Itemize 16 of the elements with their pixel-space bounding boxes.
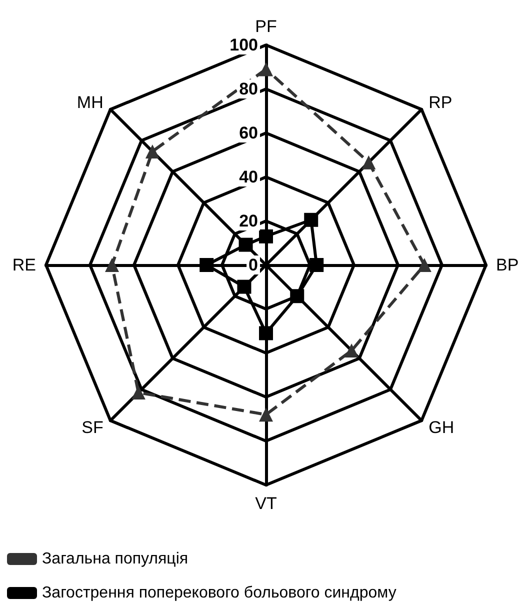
spoke-label: RE xyxy=(12,256,36,274)
spoke-label: MH xyxy=(76,92,104,112)
y-tick-label: 80 xyxy=(239,80,258,98)
y-tick-label: 100 xyxy=(230,36,258,54)
spoke-label: RP xyxy=(428,92,452,112)
spoke-label: SF xyxy=(82,418,104,438)
y-tick-label: 40 xyxy=(239,168,258,186)
y-tick-label: 0 xyxy=(248,256,258,274)
legend-label: Загострення поперекового больового синдрому xyxy=(42,584,396,602)
spoke-label: GH xyxy=(428,418,454,438)
legend-label: Загальна популяція xyxy=(42,550,188,568)
spoke-label: VT xyxy=(255,494,277,513)
spoke-label: BP xyxy=(496,256,519,274)
spoke-label: PF xyxy=(255,17,277,36)
y-tick-label: 60 xyxy=(239,124,258,142)
y-tick-label: 20 xyxy=(239,212,258,230)
